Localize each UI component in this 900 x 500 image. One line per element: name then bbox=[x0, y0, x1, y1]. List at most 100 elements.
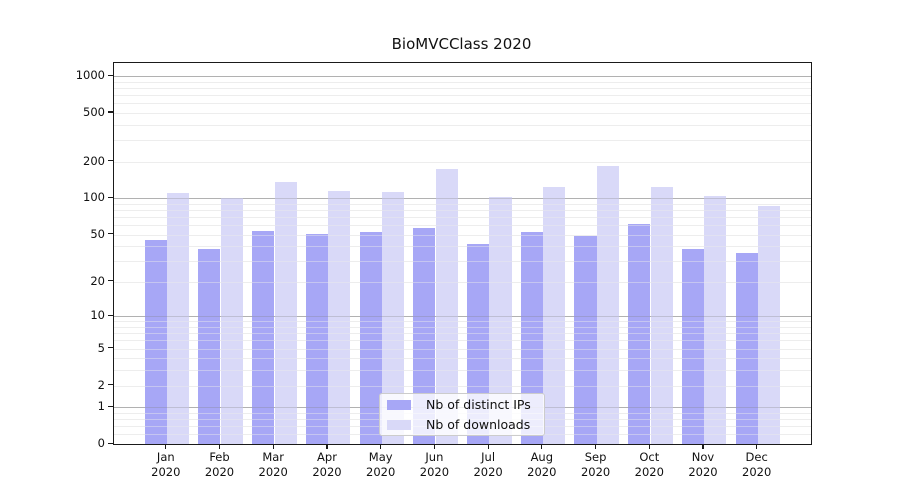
y-tick-label: 1000 bbox=[75, 68, 105, 82]
x-tick-label-dec: Dec 2020 bbox=[727, 450, 787, 480]
minor-gridline-overlay bbox=[114, 340, 811, 342]
x-tick-year: 2020 bbox=[258, 465, 288, 479]
bar-nb-of-distinct-ips-may bbox=[359, 231, 382, 444]
y-tick-label: 2 bbox=[97, 377, 105, 392]
minor-gridline-overlay bbox=[114, 81, 811, 83]
minor-gridline-overlay bbox=[114, 140, 811, 141]
bar-nb-of-distinct-ips-jun bbox=[413, 227, 436, 444]
x-tick-year: 2020 bbox=[634, 465, 664, 479]
y-tick-label: 10 bbox=[90, 308, 105, 323]
minor-gridline-overlay bbox=[114, 358, 811, 360]
x-tick-mark bbox=[541, 444, 543, 449]
x-tick-mark bbox=[702, 444, 704, 449]
x-tick-label-oct: Oct 2020 bbox=[619, 450, 679, 480]
x-tick-mark bbox=[380, 444, 382, 449]
x-tick-year: 2020 bbox=[473, 465, 503, 479]
minor-gridline-overlay bbox=[114, 203, 811, 205]
x-tick-year: 2020 bbox=[151, 465, 181, 479]
bar-nb-of-downloads-aug bbox=[543, 187, 566, 444]
minor-gridline-overlay bbox=[114, 225, 811, 227]
x-tick-mark bbox=[487, 444, 489, 449]
x-tick-year: 2020 bbox=[366, 465, 396, 479]
minor-gridline-overlay bbox=[114, 246, 811, 248]
y-tick-label: 1 bbox=[97, 399, 105, 414]
x-tick-label-nov: Nov 2020 bbox=[673, 450, 733, 480]
minor-gridline bbox=[114, 385, 811, 387]
minor-gridline bbox=[114, 124, 811, 126]
x-tick-label-sep: Sep 2020 bbox=[566, 450, 626, 480]
bar-nb-of-downloads-feb bbox=[220, 197, 243, 444]
minor-gridline-overlay bbox=[114, 333, 811, 335]
minor-gridline bbox=[114, 348, 811, 350]
bar-nb-of-downloads-apr bbox=[328, 191, 351, 444]
minor-gridline bbox=[114, 112, 811, 114]
minor-gridline-overlay bbox=[114, 210, 811, 211]
y-tick-label: 20 bbox=[90, 273, 105, 288]
x-tick-month: Dec bbox=[745, 450, 768, 464]
major-gridline bbox=[114, 316, 811, 318]
y-tick-label: 5 bbox=[97, 340, 105, 355]
legend-swatch-distinct-ips bbox=[387, 399, 411, 410]
x-tick-year: 2020 bbox=[312, 465, 342, 479]
legend-row-distinct-ips: Nb of distinct IPs bbox=[380, 397, 544, 412]
legend-label-downloads: Nb of downloads bbox=[426, 417, 531, 432]
x-tick-month: Sep bbox=[584, 450, 607, 464]
bar-nb-of-downloads-oct bbox=[650, 187, 673, 444]
minor-gridline-overlay bbox=[114, 103, 811, 105]
minor-gridline bbox=[114, 358, 811, 360]
minor-gridline bbox=[114, 340, 811, 342]
legend-row-downloads: Nb of downloads bbox=[380, 417, 544, 432]
bar-nb-of-distinct-ips-dec bbox=[735, 253, 758, 444]
minor-gridline-overlay bbox=[114, 112, 811, 114]
minor-gridline bbox=[114, 234, 811, 236]
minor-gridline bbox=[114, 333, 811, 335]
minor-gridline bbox=[114, 140, 811, 141]
minor-gridline-overlay bbox=[114, 348, 811, 350]
legend-swatch-downloads bbox=[387, 419, 411, 430]
legend-label-distinct-ips: Nb of distinct IPs bbox=[426, 397, 531, 412]
x-tick-month: Jun bbox=[425, 450, 444, 464]
y-tick-mark bbox=[108, 111, 113, 113]
y-tick-label: 200 bbox=[83, 153, 105, 168]
x-tick-month: May bbox=[368, 450, 393, 464]
minor-gridline bbox=[114, 210, 811, 211]
y-tick-mark bbox=[108, 160, 113, 162]
minor-gridline-overlay bbox=[114, 321, 811, 323]
major-gridline-overlay bbox=[114, 198, 811, 200]
x-tick-year: 2020 bbox=[527, 465, 557, 479]
x-tick-label-aug: Aug 2020 bbox=[512, 450, 572, 480]
bar-nb-of-distinct-ips-apr bbox=[305, 233, 328, 444]
x-tick-mark bbox=[326, 444, 328, 449]
bar-nb-of-downloads-mar bbox=[274, 181, 297, 444]
minor-gridline-overlay bbox=[114, 161, 811, 163]
x-tick-month: Oct bbox=[639, 450, 660, 464]
x-tick-label-mar: Mar 2020 bbox=[243, 450, 303, 480]
minor-gridline bbox=[114, 203, 811, 205]
x-tick-mark bbox=[648, 444, 650, 449]
major-gridline-overlay bbox=[114, 316, 811, 318]
major-gridline bbox=[114, 76, 811, 77]
x-tick-mark bbox=[165, 444, 167, 449]
minor-gridline bbox=[114, 370, 811, 372]
minor-gridline bbox=[114, 246, 811, 248]
y-tick-mark bbox=[108, 405, 113, 407]
bar-nb-of-distinct-ips-oct bbox=[628, 224, 651, 444]
x-tick-label-may: May 2020 bbox=[351, 450, 411, 480]
minor-gridline-overlay bbox=[114, 217, 811, 218]
bar-nb-of-distinct-ips-sep bbox=[574, 235, 597, 444]
minor-gridline bbox=[114, 87, 811, 89]
x-tick-month: Jan bbox=[156, 450, 175, 464]
bar-nb-of-downloads-jan bbox=[167, 193, 190, 444]
x-tick-label-jan: Jan 2020 bbox=[136, 450, 196, 480]
chart-title: BioMVCClass 2020 bbox=[391, 35, 532, 53]
x-tick-month: Aug bbox=[530, 450, 554, 464]
minor-gridline-overlay bbox=[114, 95, 811, 96]
y-tick-mark bbox=[108, 442, 113, 444]
x-tick-mark bbox=[272, 444, 274, 449]
x-tick-year: 2020 bbox=[742, 465, 772, 479]
x-tick-year: 2020 bbox=[580, 465, 611, 479]
x-tick-month: Nov bbox=[691, 450, 715, 464]
minor-gridline-overlay bbox=[114, 261, 811, 263]
minor-gridline-overlay bbox=[114, 124, 811, 126]
minor-gridline-overlay bbox=[114, 385, 811, 387]
